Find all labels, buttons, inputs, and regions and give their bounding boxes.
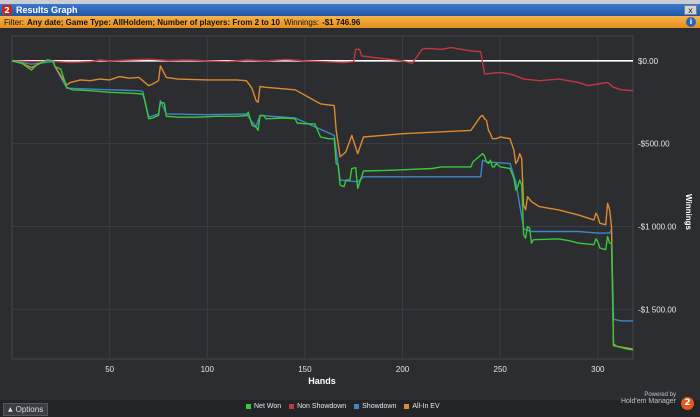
- filter-value[interactable]: Any date; Game Type: AllHoldem; Number o…: [27, 17, 280, 27]
- x-tick-label: 50: [105, 365, 114, 374]
- legend-label: Non Showdown: [297, 403, 347, 410]
- x-tick-label: 150: [298, 365, 312, 374]
- window-title: Results Graph: [16, 5, 78, 15]
- results-chart: 50 100 150 200 250 300 $0.00 -$500.00 -$1 000.0…: [11, 35, 693, 386]
- expand-arrow-icon: ▲: [8, 406, 13, 413]
- chart-legend: Net Won Non Showdown Showdown All-In EV: [246, 403, 440, 410]
- series-line-allin-ev: [11, 59, 634, 350]
- app-logo-icon: 2: [2, 5, 12, 15]
- legend-item-allin-ev[interactable]: All-In EV: [404, 403, 440, 410]
- legend-label: All-In EV: [412, 403, 440, 410]
- plot-area: [11, 35, 634, 360]
- x-tick-label: 200: [396, 365, 410, 374]
- legend-swatch: [289, 404, 295, 409]
- x-tick-label: 250: [494, 365, 508, 374]
- legend-item-net-won[interactable]: Net Won: [246, 403, 281, 410]
- y-axis-label: Winnings: [684, 194, 693, 230]
- filter-bar: Filter: Any date; Game Type: AllHoldem; …: [0, 16, 700, 28]
- y-tick-label: -$1 000.00: [638, 222, 677, 231]
- brand-name: Hold'em Manager: [620, 398, 676, 405]
- legend-swatch: [246, 404, 251, 409]
- filter-label: Filter:: [4, 17, 24, 27]
- series-group: [11, 46, 634, 351]
- legend-swatch: [354, 404, 360, 409]
- x-tick-label: 100: [201, 365, 215, 374]
- x-axis-label: Hands: [308, 376, 336, 386]
- brand-logo-icon: 2: [681, 397, 694, 410]
- options-label: Options: [15, 405, 44, 414]
- legend-item-showdown[interactable]: Showdown: [354, 403, 396, 410]
- legend-label: Net Won: [254, 403, 282, 410]
- series-line-showdown: [11, 60, 633, 322]
- y-tick-label: -$500.00: [638, 140, 670, 149]
- y-tick-label: $0.00: [638, 57, 659, 66]
- legend-swatch: [404, 404, 410, 409]
- legend-label: Showdown: [362, 403, 397, 410]
- top-strip: [0, 0, 700, 4]
- winnings-label: Winnings:: [283, 17, 320, 27]
- x-tick-labels: 50 100 150 200 250 300: [105, 365, 605, 374]
- title-bar: 2 Results Graph x: [0, 4, 700, 16]
- x-tick-label: 300: [591, 365, 605, 374]
- y-tick-labels: $0.00 -$500.00 -$1 000.00 -$1 500.00: [638, 57, 677, 314]
- legend-item-non-showdown[interactable]: Non Showdown: [289, 403, 346, 410]
- series-line-non-showdown: [11, 46, 634, 92]
- close-button[interactable]: x: [684, 5, 697, 15]
- series-line-net-won: [11, 59, 634, 351]
- bottom-bar: ▲ Options: [0, 400, 700, 417]
- options-button[interactable]: ▲ Options: [3, 403, 49, 416]
- powered-by-label: Powered by: [644, 392, 676, 398]
- help-icon[interactable]: i: [686, 17, 696, 27]
- y-tick-label: -$1 500.00: [638, 305, 677, 314]
- winnings-value: -$1 746.96: [322, 17, 361, 27]
- powered-by: Powered by Hold'em Manager: [621, 392, 676, 405]
